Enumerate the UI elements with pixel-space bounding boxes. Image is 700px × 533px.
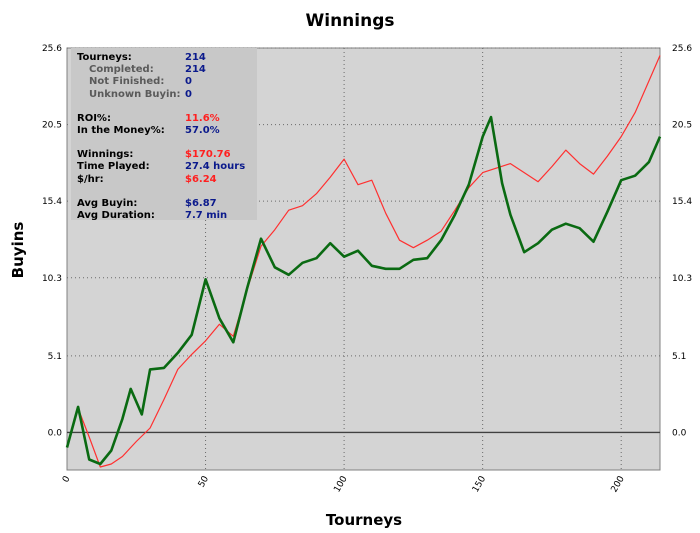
x-ticks: 0 50 100 150 200 bbox=[61, 474, 627, 494]
series-line-red bbox=[66, 55, 661, 468]
stat-unknown-buyin: Unknown Buyin: 0 bbox=[89, 88, 192, 100]
gridlines bbox=[67, 47, 660, 470]
y-tick-label-right: 5.1 bbox=[672, 352, 686, 362]
chart-title: Winnings bbox=[305, 11, 394, 31]
stats-text: Tourneys: 214 Completed: 214 Not Finished:… bbox=[77, 52, 245, 222]
y-tick-label-left: 25.6 bbox=[42, 44, 62, 54]
x-tick-label: 150 bbox=[471, 474, 488, 494]
y-tick-label-left: 20.5 bbox=[42, 121, 62, 131]
series-line-green bbox=[65, 115, 662, 466]
y-tick-label-right: 10.3 bbox=[672, 274, 692, 284]
y-tick-label-right: 25.6 bbox=[672, 44, 692, 54]
x-tick-label: 0 bbox=[61, 474, 73, 484]
y-tick-label-right: 15.4 bbox=[672, 197, 692, 207]
stat-roi: ROI%: 11.6% bbox=[77, 112, 220, 124]
y-tick-label-right: 0.0 bbox=[672, 428, 687, 438]
y-tick-label-right: 20.5 bbox=[672, 121, 692, 131]
stat-tourneys: Tourneys: 214 bbox=[77, 52, 206, 63]
y-tick-label-left: 0.0 bbox=[48, 428, 63, 438]
x-axis-title: Tourneys bbox=[326, 511, 402, 529]
stat-itm: In the Money%: 57.0% bbox=[77, 125, 220, 137]
stats-panel bbox=[71, 48, 257, 220]
x-tick-label: 200 bbox=[610, 474, 627, 494]
y-axis-title: Buyins bbox=[9, 222, 27, 279]
y-ticks-right: 0.0 5.1 10.3 15.4 20.5 25.6 bbox=[672, 44, 692, 438]
x-tick-label: 100 bbox=[332, 474, 349, 494]
stat-completed: Completed: 214 bbox=[89, 64, 206, 76]
y-ticks-left: 0.0 5.1 10.3 15.4 20.5 25.6 bbox=[42, 44, 62, 438]
stat-not-finished: Not Finished: 0 bbox=[89, 76, 192, 88]
y-tick-label-left: 15.4 bbox=[42, 197, 62, 207]
y-tick-label-left: 10.3 bbox=[42, 274, 62, 284]
y-tick-label-left: 5.1 bbox=[48, 352, 62, 362]
stat-winnings: Winnings: $170.76 bbox=[77, 149, 231, 161]
stat-time-played: Time Played: 27.4 hours bbox=[77, 161, 246, 173]
stat-avg-duration: Avg Duration: 7.7 min bbox=[77, 210, 228, 222]
stat-per-hour: $/hr: $6.24 bbox=[77, 173, 217, 185]
series-group bbox=[65, 55, 662, 468]
x-tick-label: 50 bbox=[197, 474, 212, 489]
stat-avg-buyin: Avg Buyin: $6.87 bbox=[77, 197, 217, 209]
